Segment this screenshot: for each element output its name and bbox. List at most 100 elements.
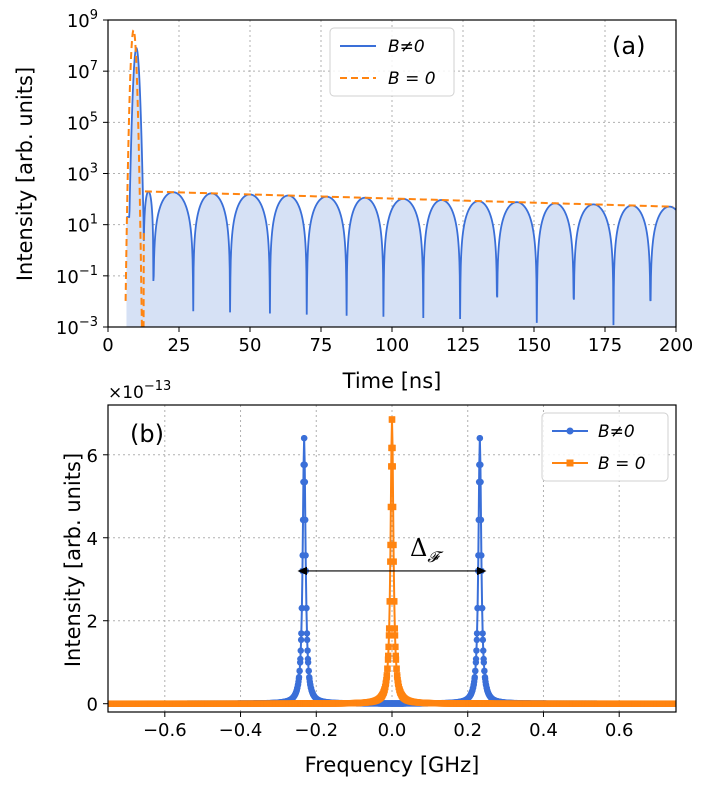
spectrum-point xyxy=(301,478,309,486)
spectrum-point xyxy=(473,636,481,644)
spectrum-point xyxy=(471,673,478,681)
spectrum-point xyxy=(297,647,304,654)
spectrum-point xyxy=(385,652,392,660)
spectrum-point xyxy=(297,636,305,644)
spectrum-point xyxy=(384,656,392,663)
spectrum-point xyxy=(302,552,309,559)
tick-b-x-label: 0.4 xyxy=(529,720,558,741)
tick-a-x-label: 50 xyxy=(239,335,262,356)
spectrum-point xyxy=(304,659,312,666)
tick-a-y-label: 10−3 xyxy=(56,315,98,339)
spectrum-point xyxy=(301,461,308,468)
spectrum-point xyxy=(391,625,399,632)
spectrum-point xyxy=(303,636,311,644)
panel-a-y-ticks: 109 107 105 103 101 10−1 10−3 xyxy=(56,8,108,339)
panel-b: −0.6 −0.4 −0.2 0.0 0.2 0.4 0.6 0 2 4 6 ×10−13 Fre… xyxy=(61,379,677,777)
legend-a-label-b-zero: B = 0 xyxy=(388,69,436,89)
tick-a-y-label: 109 xyxy=(67,8,98,32)
panel-a-x-ticks: 0 25 50 75 100 125 150 175 200 xyxy=(102,327,693,356)
tick-b-x-label: −0.6 xyxy=(143,720,187,741)
spectrum-point xyxy=(296,667,303,675)
spectrum-point xyxy=(300,434,308,442)
tick-b-x-label: 0.0 xyxy=(378,720,407,741)
spectrum-point xyxy=(390,541,397,549)
panel-a-label: (a) xyxy=(612,32,645,60)
tick-b-x-label: 0.6 xyxy=(605,720,634,741)
legend-b-label-b-zero: B = 0 xyxy=(598,454,646,474)
spectrum-point xyxy=(297,655,304,663)
panel-b-offset-text: ×10−13 xyxy=(108,379,171,403)
tick-b-y-label: 4 xyxy=(87,529,98,550)
tick-a-y-label: 107 xyxy=(67,59,98,83)
spectrum-point xyxy=(481,667,488,675)
spectrum-point xyxy=(386,598,393,605)
tick-a-x-label: 150 xyxy=(517,335,551,356)
spectrum-point xyxy=(476,434,484,442)
spectrum-point xyxy=(388,416,396,423)
tick-a-x-label: 200 xyxy=(659,335,693,356)
delta-f-label: Δ𝓕 xyxy=(410,534,444,566)
panel-b-x-ticks: −0.6 −0.4 −0.2 0.0 0.2 0.4 0.6 xyxy=(143,712,634,741)
spectrum-point xyxy=(298,604,306,612)
spectrum-point xyxy=(391,632,399,639)
tick-a-x-label: 175 xyxy=(588,335,622,356)
spectrum-point xyxy=(472,655,480,663)
tick-b-y-label: 0 xyxy=(87,695,98,716)
tick-b-y-label: 6 xyxy=(87,446,98,467)
spectrum-point xyxy=(383,672,391,679)
spectrum-point xyxy=(392,643,399,651)
tick-a-x-label: 125 xyxy=(446,335,480,356)
spectrum-point xyxy=(384,665,391,672)
panel-b-label: (b) xyxy=(130,420,164,448)
spectrum-point xyxy=(672,700,676,707)
legend-b-label-b-nonzero: B≠0 xyxy=(598,422,635,442)
spectrum-point xyxy=(304,647,311,654)
panel-a: 0 25 50 75 100 125 150 175 200 10910710510310110… xyxy=(13,8,693,393)
panel-b-offset-exp: −13 xyxy=(144,379,171,394)
delta-f-subscript: 𝓕 xyxy=(427,548,444,566)
series-b-zero-line xyxy=(124,28,674,327)
spectrum-point xyxy=(472,667,479,675)
spectrum-point xyxy=(479,630,486,637)
spectrum-point xyxy=(479,636,487,644)
spectrum-point xyxy=(389,444,396,452)
series-b-zero-spectrum xyxy=(108,416,676,707)
spectrum-point xyxy=(303,604,310,612)
spectrum-point xyxy=(478,604,486,612)
spectrum-point xyxy=(385,632,393,639)
panel-a-x-label: Time [ns] xyxy=(342,369,442,393)
spectrum-point xyxy=(480,647,487,654)
spectrum-point xyxy=(389,463,396,470)
tick-b-x-label: −0.4 xyxy=(219,720,263,741)
spectrum-point xyxy=(391,598,398,605)
legend-b-marker-circle xyxy=(566,427,574,435)
spectrum-point xyxy=(295,673,303,681)
spectrum-point xyxy=(302,516,309,524)
delta-f-symbol: Δ xyxy=(410,534,427,562)
panel-b-y-ticks: 0 2 4 6 xyxy=(87,446,108,716)
tick-b-x-label: −0.2 xyxy=(294,720,338,741)
tick-a-x-label: 25 xyxy=(168,335,191,356)
spectrum-point xyxy=(480,659,488,666)
panel-b-legend: B≠0 B = 0 xyxy=(541,412,669,482)
tick-a-y-label: 103 xyxy=(67,162,98,186)
spectrum-point xyxy=(385,625,393,632)
panel-a-legend: B≠0 B = 0 xyxy=(329,27,455,97)
spectrum-point xyxy=(473,630,481,637)
panel-b-offset-base: ×10 xyxy=(108,383,144,403)
tick-a-x-label: 100 xyxy=(375,335,409,356)
tick-a-y-label: 101 xyxy=(67,213,98,237)
tick-a-y-label: 105 xyxy=(67,110,98,134)
legend-b-marker-square xyxy=(566,459,574,467)
tick-a-y-label: 10−1 xyxy=(56,264,98,288)
tick-a-x-label: 75 xyxy=(310,335,333,356)
tick-b-x-label: 0.2 xyxy=(453,720,482,741)
spectrum-point xyxy=(390,558,397,565)
spectrum-point xyxy=(477,516,485,524)
spectrum-point xyxy=(387,558,394,565)
spectrum-point xyxy=(477,478,484,486)
spectrum-point xyxy=(305,667,312,675)
panel-b-y-label: Intensity [arb. units] xyxy=(61,453,85,667)
tick-a-x-label: 0 xyxy=(102,335,113,356)
spectrum-point xyxy=(393,665,400,672)
